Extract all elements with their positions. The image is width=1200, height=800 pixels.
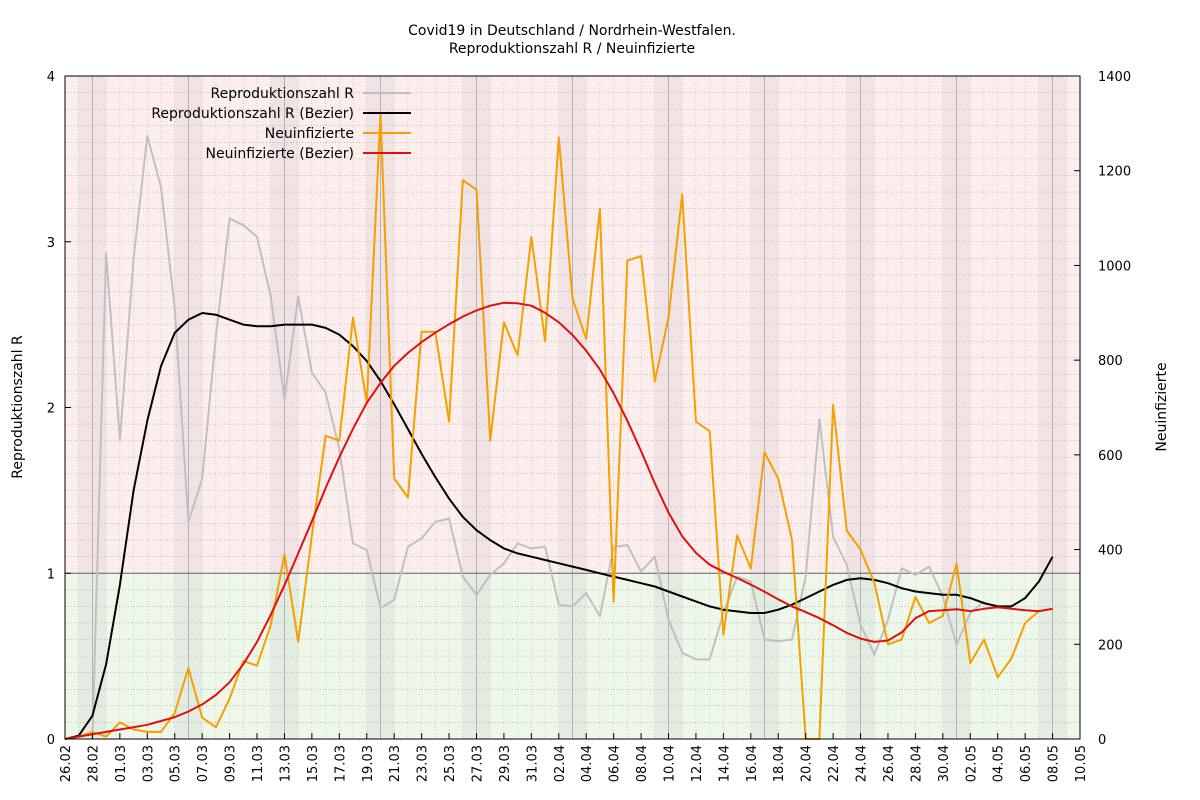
chart-title: Covid19 in Deutschland / Nordrhein-Westf… <box>408 23 736 39</box>
x-tick-label: 23.03 <box>416 745 431 782</box>
x-tick-label: 02.04 <box>553 745 568 782</box>
axes: 0 1 2 3 4 0 200 400 600 800 1000 1200 1400 26.02 28.02… <box>47 70 1131 782</box>
legend-label-3: Neuinfizierte (Bezier) <box>206 146 354 162</box>
y-tick-label: 4 <box>47 70 55 85</box>
x-tick-label: 10.05 <box>1074 745 1089 782</box>
legend-label-1: Reproduktionszahl R (Bezier) <box>151 106 354 122</box>
x-tick-label: 18.04 <box>772 745 787 782</box>
x-tick-label: 21.03 <box>388 745 403 782</box>
legend-label-0: Reproduktionszahl R <box>211 86 355 102</box>
x-tick-label: 16.04 <box>745 745 760 782</box>
x-tick-label: 30.04 <box>937 745 952 782</box>
x-tick-label: 06.04 <box>608 745 623 782</box>
x-tick-label: 01.03 <box>114 745 129 782</box>
x-tick-label: 03.03 <box>141 745 156 782</box>
y2-tick-label: 200 <box>1098 638 1123 653</box>
y2-axis-label: Neuinfizierte <box>1154 362 1170 451</box>
x-tick-label: 17.03 <box>333 745 348 782</box>
y-tick-label: 3 <box>47 236 55 251</box>
y2-tick-label: 600 <box>1098 449 1123 464</box>
x-tick-label: 09.03 <box>224 745 239 782</box>
series-layer <box>64 112 1054 740</box>
x-tick-label: 26.02 <box>59 745 74 782</box>
y2-tick-label: 800 <box>1098 354 1123 369</box>
y2-tick-label: 1000 <box>1098 259 1131 274</box>
x-tick-label: 06.05 <box>1019 745 1034 782</box>
x-tick-label: 28.02 <box>86 745 101 782</box>
x-tick-label: 07.03 <box>196 745 211 782</box>
x-tick-label: 27.03 <box>470 745 485 782</box>
x-tick-label: 08.04 <box>635 745 650 782</box>
y2-tick-label: 1400 <box>1098 70 1131 85</box>
y2-tick-label: 400 <box>1098 544 1123 559</box>
x-tick-label: 31.03 <box>525 745 540 782</box>
x-tick-label: 15.03 <box>306 745 321 782</box>
x-tick-label: 13.03 <box>278 745 293 782</box>
series-line-1 <box>64 312 1054 740</box>
x-tick-label: 24.04 <box>855 745 870 782</box>
x-tick-label: 25.03 <box>443 745 458 782</box>
x-tick-label: 29.03 <box>498 745 513 782</box>
y-axis-label: Reproduktionszahl R <box>10 335 26 479</box>
y2-tick-label: 0 <box>1098 733 1106 748</box>
x-tick-label: 22.04 <box>827 745 842 782</box>
x-tick-label: 20.04 <box>800 745 815 782</box>
y-tick-label: 2 <box>47 402 55 417</box>
x-tick-label: 19.03 <box>361 745 376 782</box>
x-tick-label: 08.05 <box>1047 745 1062 782</box>
x-tick-label: 14.04 <box>717 745 732 782</box>
x-tick-label: 02.05 <box>964 745 979 782</box>
x-tick-label: 12.04 <box>690 745 705 782</box>
x-tick-label: 11.03 <box>251 745 266 782</box>
series-line-0 <box>91 134 985 740</box>
chart-subtitle: Reproduktionszahl R / Neuinfizierte <box>449 41 695 57</box>
x-tick-label: 04.04 <box>580 745 595 782</box>
x-tick-label: 28.04 <box>909 745 924 782</box>
series-line-3 <box>64 301 1053 740</box>
legend-label-2: Neuinfizierte <box>265 126 354 142</box>
x-tick-label: 05.03 <box>169 745 184 782</box>
x-tick-label: 04.05 <box>992 745 1007 782</box>
y-tick-label: 0 <box>47 733 55 748</box>
y2-tick-label: 1200 <box>1098 165 1131 180</box>
x-tick-label: 10.04 <box>663 745 678 782</box>
y-tick-label: 1 <box>47 567 55 582</box>
x-tick-label: 26.04 <box>882 745 897 782</box>
legend: Reproduktionszahl R Reproduktionszahl R (… <box>151 86 411 162</box>
